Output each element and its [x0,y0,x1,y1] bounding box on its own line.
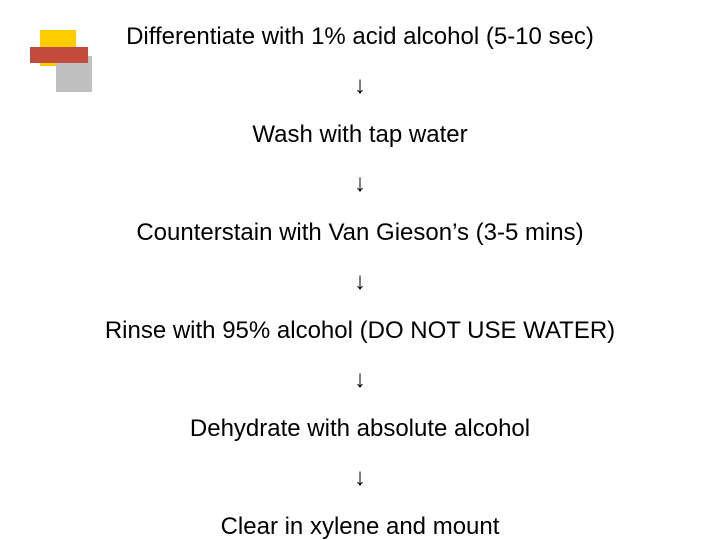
arrow-down-icon: ↓ [0,270,720,294]
step-2: Wash with tap water [0,120,720,150]
slide-canvas: Differentiate with 1% acid alcohol (5-10… [0,0,720,540]
step-6: Clear in xylene and mount [0,512,720,540]
arrow-down-icon: ↓ [0,368,720,392]
procedure-flow: Differentiate with 1% acid alcohol (5-10… [0,22,720,540]
step-5: Dehydrate with absolute alcohol [0,414,720,444]
step-1: Differentiate with 1% acid alcohol (5-10… [0,22,720,52]
arrow-down-icon: ↓ [0,466,720,490]
arrow-down-icon: ↓ [0,172,720,196]
step-3: Counterstain with Van Gieson’s (3-5 mins… [0,218,720,248]
step-4: Rinse with 95% alcohol (DO NOT USE WATER… [0,316,720,346]
arrow-down-icon: ↓ [0,74,720,98]
